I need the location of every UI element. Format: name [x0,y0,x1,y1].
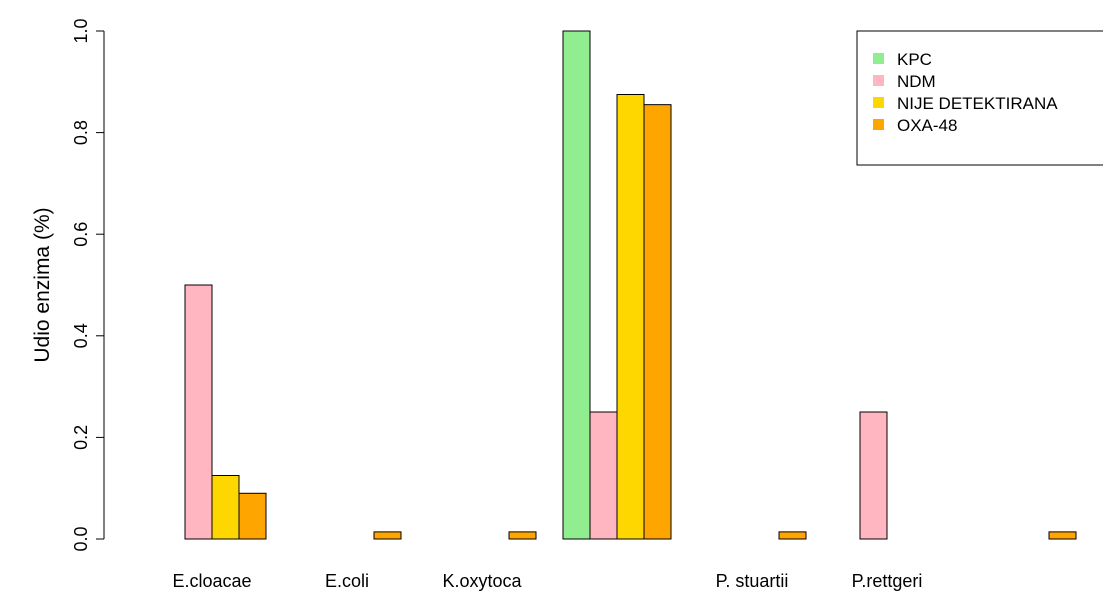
bar-nije-detektirana-3 [616,94,645,540]
y-axis-title: Udio enzima (%) [31,207,54,362]
y-tick-label: 0.4 [71,323,91,348]
legend-label: NDM [897,72,936,91]
x-tick-label: K.oxytoca [442,571,522,591]
bar-oxa-48-0 [238,492,267,540]
bar-oxa-48-1 [373,531,402,540]
legend-label: OXA-48 [897,116,957,135]
legend-label: NIJE DETEKTIRANA [897,94,1058,113]
x-tick-label: E.coli [325,571,369,591]
y-tick-label: 0.0 [71,526,91,551]
bar-oxa-48-4 [778,531,807,540]
legend-swatch [873,97,884,108]
y-tick-label: 0.8 [71,120,91,145]
bar-oxa-48-6 [1048,531,1077,540]
legend-label: KPC [897,50,932,69]
bar-ndm-5 [859,411,888,540]
legend: KPC NDM NIJE DETEKTIRANA OXA-48 [856,30,1103,166]
bar-oxa-48-3 [643,104,672,540]
bar-ndm-3 [589,411,618,540]
bar-ndm-0 [184,284,213,540]
bar-oxa-48-2 [508,531,537,540]
x-axis-labels: E.cloacae E.coli K.oxytoca P. stuartii P.ret… [172,571,922,591]
bar-kpc-3 [562,30,591,540]
legend-swatch [873,53,884,64]
legend-swatch [873,119,884,130]
x-tick-label: P.rettgeri [852,571,923,591]
y-tick-label: 1.0 [71,18,91,43]
legend-swatch [873,75,884,86]
legend-box [856,30,1103,166]
plot-area [184,30,1077,540]
x-tick-label: P. stuartii [716,571,789,591]
y-tick-label: 0.6 [71,222,91,247]
x-tick-label: E.cloacae [172,571,251,591]
y-tick-label: 0.2 [71,425,91,450]
y-axis: 0.0 0.2 0.4 0.6 0.8 1.0 [71,18,105,552]
bar-nije-detektirana-0 [211,475,240,540]
